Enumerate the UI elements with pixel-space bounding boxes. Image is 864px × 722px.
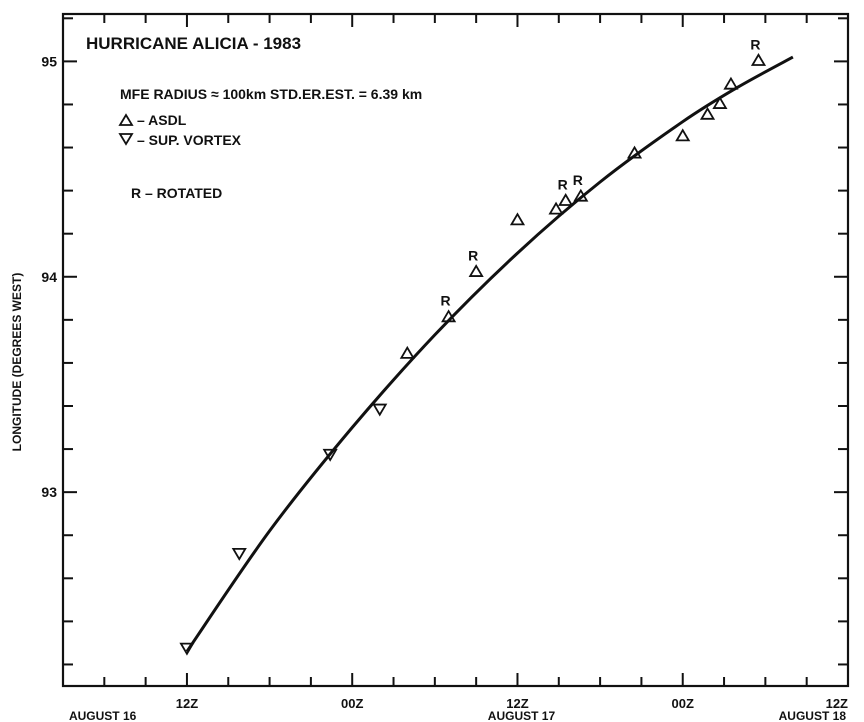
x-tick-label: 00Z (341, 696, 363, 711)
legend-vortex-marker (118, 133, 134, 146)
rotated-marker: R (441, 293, 451, 309)
x-date-label: AUGUST 17 (488, 709, 556, 722)
asdl-point (723, 76, 739, 90)
legend-asdl-marker (118, 113, 134, 126)
vortex-point (231, 547, 247, 561)
vortex-point (322, 448, 338, 462)
plot-frame (61, 12, 850, 688)
legend-vortex: – SUP. VORTEX (118, 132, 242, 148)
x-tick-label: 12Z (506, 696, 528, 711)
rotated-marker: R (573, 172, 583, 188)
rotated-marker: R (558, 176, 568, 192)
y-tick-label: 94 (41, 269, 57, 285)
asdl-point (441, 309, 457, 323)
y-tick-label: 95 (41, 53, 57, 69)
asdl-point (509, 212, 526, 226)
legend-asdl: – ASDL (118, 112, 187, 128)
rotated-marker: R (750, 36, 760, 52)
asdl-point (626, 145, 643, 159)
x-tick-label: 12Z (176, 696, 198, 711)
asdl-point (712, 96, 728, 109)
data-points-layer: RRR RR (179, 36, 767, 656)
asdl-point (468, 264, 484, 277)
legend-asdl-label: – ASDL (137, 112, 187, 128)
asdl-point (573, 188, 589, 202)
x-date-label: AUGUST 18 (779, 709, 847, 722)
fit-curve-line (185, 55, 794, 653)
y-axis-label: LONGITUDE (DEGREES WEST) (10, 273, 24, 452)
y-axis: 93 94 95 (41, 17, 848, 666)
asdl-point (750, 53, 767, 66)
mfe-annotation: MFE RADIUS ≈ 100km STD.ER.EST. = 6.39 km (120, 86, 422, 102)
asdl-point (558, 193, 574, 206)
x-tick-label: 00Z (672, 696, 694, 711)
x-axis: 12Z 00Z 12Z 00Z 12Z AUGUST 16 AUGUST 17 AUGUST … (62, 14, 849, 722)
rotated-marker: R (468, 247, 478, 263)
vortex-point (372, 403, 388, 417)
asdl-point (548, 201, 564, 215)
chart-title: HURRICANE ALICIA - 1983 (86, 34, 301, 53)
y-tick-label: 93 (41, 484, 57, 500)
vortex-point (179, 642, 195, 656)
x-tick-label: 12Z (826, 696, 848, 711)
x-date-label: AUGUST 16 (69, 709, 137, 722)
legend-rotated-label: R – ROTATED (131, 185, 222, 201)
plot-border (61, 12, 850, 688)
legend-vortex-label: – SUP. VORTEX (137, 132, 242, 148)
asdl-point (399, 345, 415, 359)
asdl-point (699, 106, 716, 120)
asdl-point (675, 128, 691, 142)
fit-curve-layer (185, 55, 794, 653)
